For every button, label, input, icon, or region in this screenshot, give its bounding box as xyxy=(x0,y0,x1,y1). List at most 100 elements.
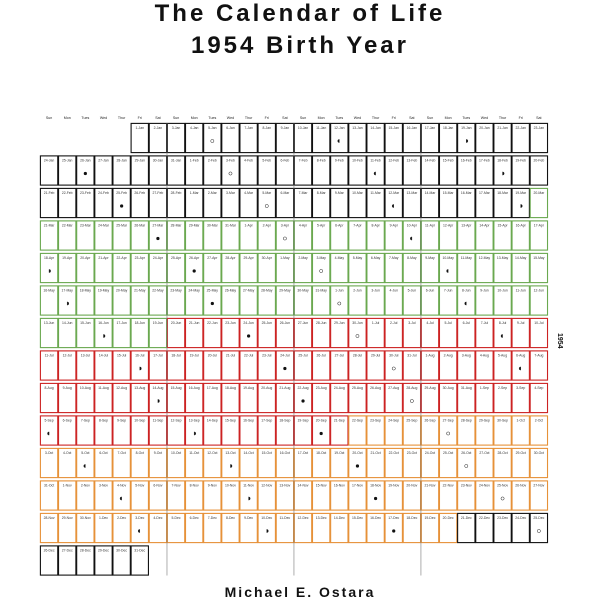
day-cell xyxy=(57,447,77,479)
day-cell xyxy=(148,122,168,154)
day-date-label: 22-Sep xyxy=(352,419,363,423)
day-date-label: 8-Mar xyxy=(317,191,327,195)
day-cell xyxy=(239,252,258,284)
day-cell xyxy=(275,317,295,349)
day-date-label: 25-Feb xyxy=(116,191,127,195)
day-cell xyxy=(457,155,476,186)
day-cell xyxy=(76,317,95,349)
day-cell xyxy=(221,512,240,544)
day-date-label: 18-Apr xyxy=(44,256,55,260)
day-cell xyxy=(94,382,113,414)
day-date-label: 6-Jan xyxy=(226,126,235,130)
day-date-label: 8-Sep xyxy=(99,419,108,423)
day-date-label: 29-Mar xyxy=(189,224,201,228)
day-cell xyxy=(420,447,440,479)
day-date-label: 29-Jun xyxy=(334,321,344,325)
year-label: 1954 xyxy=(556,333,563,349)
day-date-label: 17-Sep xyxy=(261,419,272,423)
day-date-label: 14-Aug xyxy=(152,386,163,390)
day-date-label: 31-Oct xyxy=(44,484,54,488)
day-date-label: 19-May xyxy=(98,289,110,293)
day-cell xyxy=(112,187,131,219)
day-cell xyxy=(112,382,131,414)
day-cell xyxy=(221,317,240,349)
day-date-label: 16-Jun xyxy=(98,321,108,325)
day-date-label: 8-Jan xyxy=(263,126,272,130)
day-cell xyxy=(112,350,131,381)
day-cell xyxy=(420,122,440,154)
day-date-label: 5-Sep xyxy=(45,419,54,423)
day-date-label: 31-Jul xyxy=(407,354,416,358)
day-cell xyxy=(76,480,95,511)
day-cell xyxy=(203,382,222,414)
day-date-label: 29-Sep xyxy=(479,419,490,423)
day-date-label: 30-Nov xyxy=(80,516,91,520)
day-cell xyxy=(257,317,276,349)
day-cell xyxy=(166,187,186,219)
day-cell xyxy=(239,382,258,414)
day-cell xyxy=(493,512,512,544)
day-cell xyxy=(130,155,149,186)
day-cell xyxy=(166,252,186,284)
day-date-label: 26-Feb xyxy=(134,191,145,195)
day-date-label: 13-Jan xyxy=(352,126,362,130)
moon-last-marker xyxy=(337,139,340,143)
day-date-label: 25-Jul xyxy=(298,354,307,358)
day-cell xyxy=(402,155,422,186)
day-cell xyxy=(384,382,403,414)
day-cell xyxy=(457,512,476,544)
day-date-label: 9-Dec xyxy=(244,516,253,520)
day-cell xyxy=(57,220,77,251)
moon-full-marker xyxy=(410,399,414,403)
day-cell xyxy=(257,285,276,316)
day-cell xyxy=(348,512,367,544)
day-cell xyxy=(166,285,186,316)
day-cell xyxy=(384,447,403,479)
day-date-label: 23-Jul xyxy=(262,354,271,358)
day-date-label: 14-Mar xyxy=(425,191,437,195)
day-cell xyxy=(348,285,367,316)
day-date-label: 18-Feb xyxy=(497,159,508,163)
day-cell xyxy=(529,252,549,284)
day-cell xyxy=(511,220,530,251)
day-cell xyxy=(293,220,313,251)
day-date-label: 1-Jul xyxy=(372,321,380,325)
day-cell xyxy=(330,252,349,284)
day-cell xyxy=(76,155,95,186)
day-date-label: 4-Mar xyxy=(244,191,254,195)
day-cell xyxy=(457,317,476,349)
day-date-label: 2-Jul xyxy=(390,321,398,325)
day-cell xyxy=(257,350,276,381)
day-cell xyxy=(203,252,222,284)
day-date-label: 20-Jun xyxy=(171,321,181,325)
day-cell xyxy=(148,220,168,251)
moon-last-marker xyxy=(464,301,467,306)
moon-new-marker xyxy=(355,464,360,468)
day-date-label: 19-Nov xyxy=(388,484,399,488)
day-cell xyxy=(275,252,295,284)
day-cell xyxy=(293,350,313,381)
day-cell xyxy=(475,155,494,186)
day-cell xyxy=(112,447,131,479)
day-date-label: 2-Oct xyxy=(535,419,543,423)
moon-first-marker xyxy=(103,334,106,338)
day-date-label: 23-Oct xyxy=(407,451,417,455)
moon-full-marker xyxy=(446,431,450,436)
day-date-label: 14-Dec xyxy=(334,516,345,520)
day-cell xyxy=(457,480,476,511)
moon-new-marker xyxy=(83,171,87,176)
day-cell xyxy=(293,317,313,349)
day-cell xyxy=(94,252,113,284)
day-cell xyxy=(76,285,95,316)
day-cell xyxy=(402,415,422,446)
day-date-label: 17-Oct xyxy=(298,451,308,455)
day-date-label: 22-Dec xyxy=(479,516,490,520)
day-cell xyxy=(112,155,131,186)
day-cell xyxy=(420,317,440,349)
day-date-label: 23-Aug xyxy=(316,386,327,390)
day-date-label: 28-May xyxy=(261,289,273,293)
day-cell xyxy=(166,122,186,154)
day-cell xyxy=(293,415,313,446)
day-date-label: 22-Jun xyxy=(207,321,217,325)
day-date-label: 21-May xyxy=(134,289,146,293)
